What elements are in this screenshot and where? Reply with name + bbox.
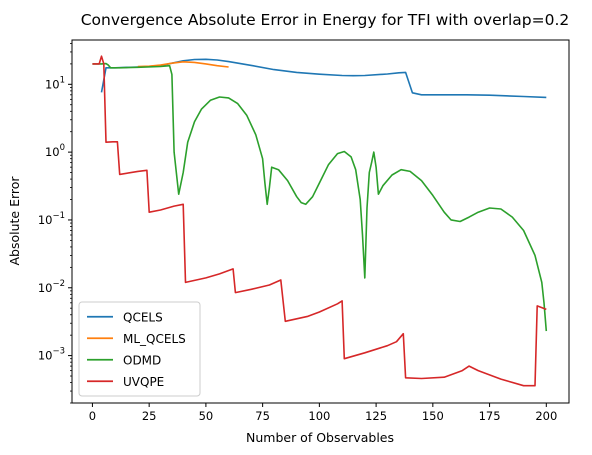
x-tick-label: 200 xyxy=(535,409,557,423)
x-tick-label: 50 xyxy=(199,409,214,423)
legend-label: ML_QCELS xyxy=(123,332,186,346)
y-tick-base: 10 xyxy=(38,213,53,227)
x-tick-label: 150 xyxy=(422,409,444,423)
legend-box xyxy=(78,301,201,397)
chart-title: Convergence Absolute Error in Energy for… xyxy=(81,11,570,29)
legend-label: QCELS xyxy=(123,310,163,324)
plot-lines xyxy=(92,55,548,387)
x-tick-label: 25 xyxy=(142,409,157,423)
y-tick-label: 100 xyxy=(45,143,65,159)
y-tick-base: 10 xyxy=(38,281,53,295)
y-tick-label: 101 xyxy=(45,75,65,91)
y-tick-exponent: −3 xyxy=(52,347,65,357)
y-tick-label: 10−1 xyxy=(38,211,65,227)
y-tick-exponent: 0 xyxy=(60,143,65,153)
y-tick-exponent: 1 xyxy=(60,75,65,85)
x-tick-label: 0 xyxy=(89,409,96,423)
y-tick-base: 10 xyxy=(45,145,60,159)
x-axis-label: Number of Observables xyxy=(246,430,394,445)
series-line-uvqpe xyxy=(92,55,547,387)
legend: QCELS ML_QCELS ODMD UVQPE xyxy=(78,301,201,397)
x-tick-label: 175 xyxy=(479,409,501,423)
x-tick-label: 75 xyxy=(255,409,270,423)
x-axis-ticks: 0 25 50 75 100 125 150 175 200 xyxy=(89,403,557,423)
x-tick-label: 100 xyxy=(308,409,330,423)
plot-frame xyxy=(71,39,570,404)
series-line-ml-qcels xyxy=(137,61,229,68)
y-tick-base: 10 xyxy=(45,77,60,91)
y-tick-base: 10 xyxy=(38,349,53,363)
series-line-odmd xyxy=(92,62,548,332)
y-tick-exponent: −1 xyxy=(52,211,65,221)
y-tick-label: 10−2 xyxy=(38,279,65,295)
legend-label: UVQPE xyxy=(123,375,164,389)
x-tick-label: 125 xyxy=(365,409,387,423)
y-tick-label: 10−3 xyxy=(38,347,65,363)
y-tick-exponent: −2 xyxy=(52,279,65,289)
y-axis-label: Absolute Error xyxy=(7,176,22,266)
legend-label: ODMD xyxy=(123,353,161,367)
series-line-qcels xyxy=(100,58,547,99)
